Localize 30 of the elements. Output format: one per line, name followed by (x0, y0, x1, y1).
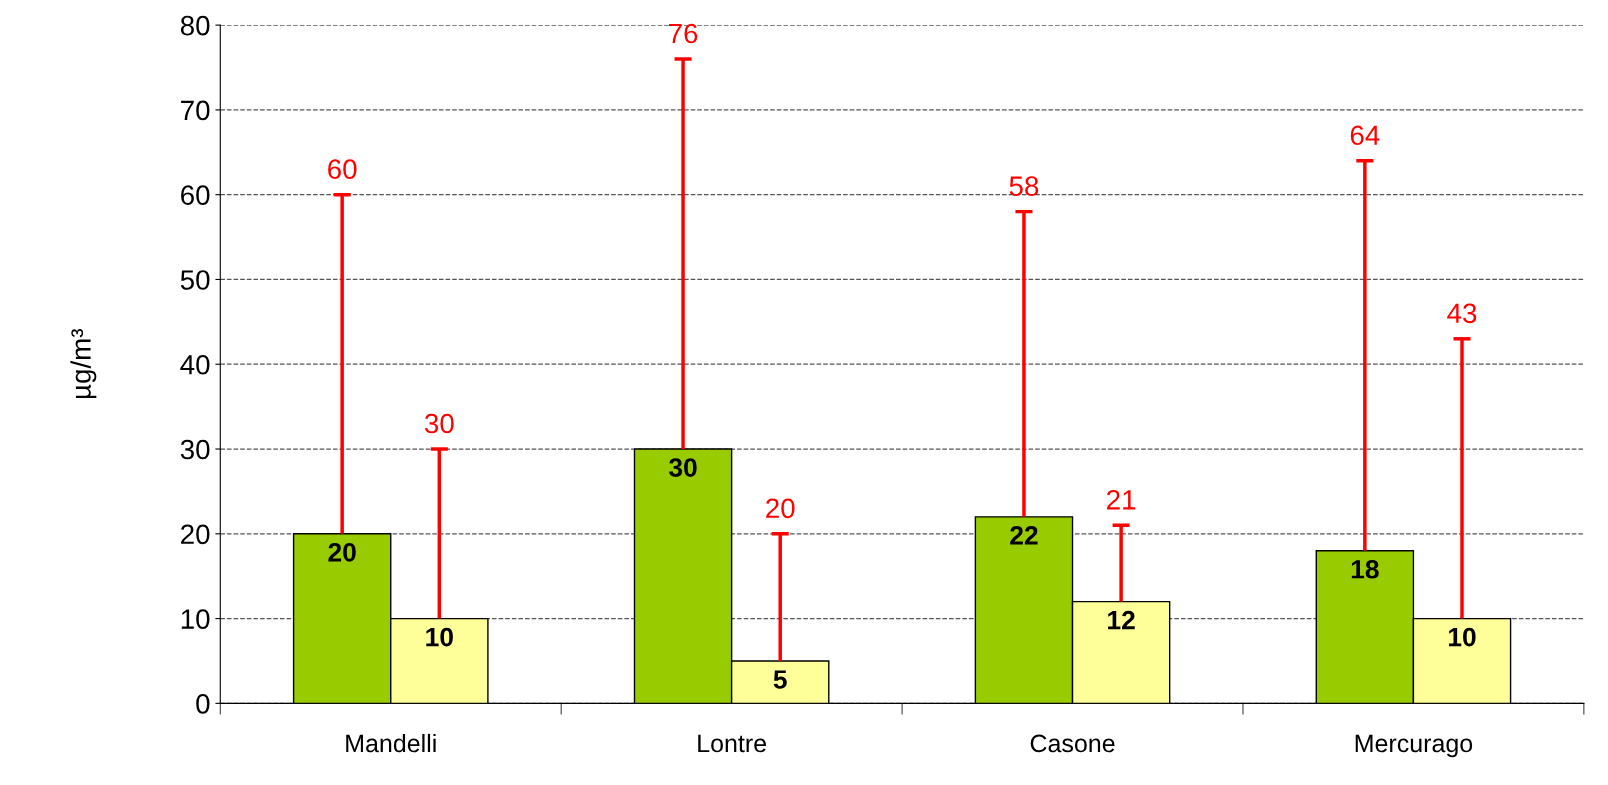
data-label: 10 (1449, 627, 1476, 647)
annotation: 58 (1009, 176, 1039, 196)
data-label: 30 (668, 458, 697, 477)
y-tick-label: 70 (181, 100, 210, 121)
annotation: 60 (328, 159, 357, 180)
data-label: 10 (426, 627, 453, 647)
data-label: 5 (773, 670, 787, 689)
annotation: 21 (1107, 489, 1136, 510)
data-label: 12 (1108, 610, 1135, 630)
y-tick-label: 80 (180, 15, 210, 36)
x-tick-label: Mandelli (346, 733, 436, 753)
y-tick-label: 10 (181, 609, 210, 629)
data-label: 20 (328, 542, 356, 562)
annotation: 64 (1350, 125, 1380, 146)
y-tick-label: 30 (180, 439, 210, 460)
x-tick-label: Lontre (698, 734, 766, 753)
y-tick-label: 50 (180, 270, 210, 290)
data-label: 22 (1010, 526, 1038, 545)
y-axis-title: µg/m³ (70, 329, 97, 399)
annotation: 30 (424, 413, 454, 434)
annotation: 76 (669, 23, 698, 44)
y-tick-label: 60 (181, 185, 210, 206)
x-tick-label: Mercurago (1355, 734, 1473, 758)
annotation: 20 (766, 498, 795, 519)
annotation: 43 (1447, 303, 1477, 324)
y-tick-label: 40 (180, 354, 210, 375)
data-label: 18 (1351, 559, 1379, 579)
y-tick-label: 0 (196, 694, 210, 714)
y-tick-label: 20 (181, 524, 210, 545)
x-tick-label: Casone (1030, 734, 1115, 753)
